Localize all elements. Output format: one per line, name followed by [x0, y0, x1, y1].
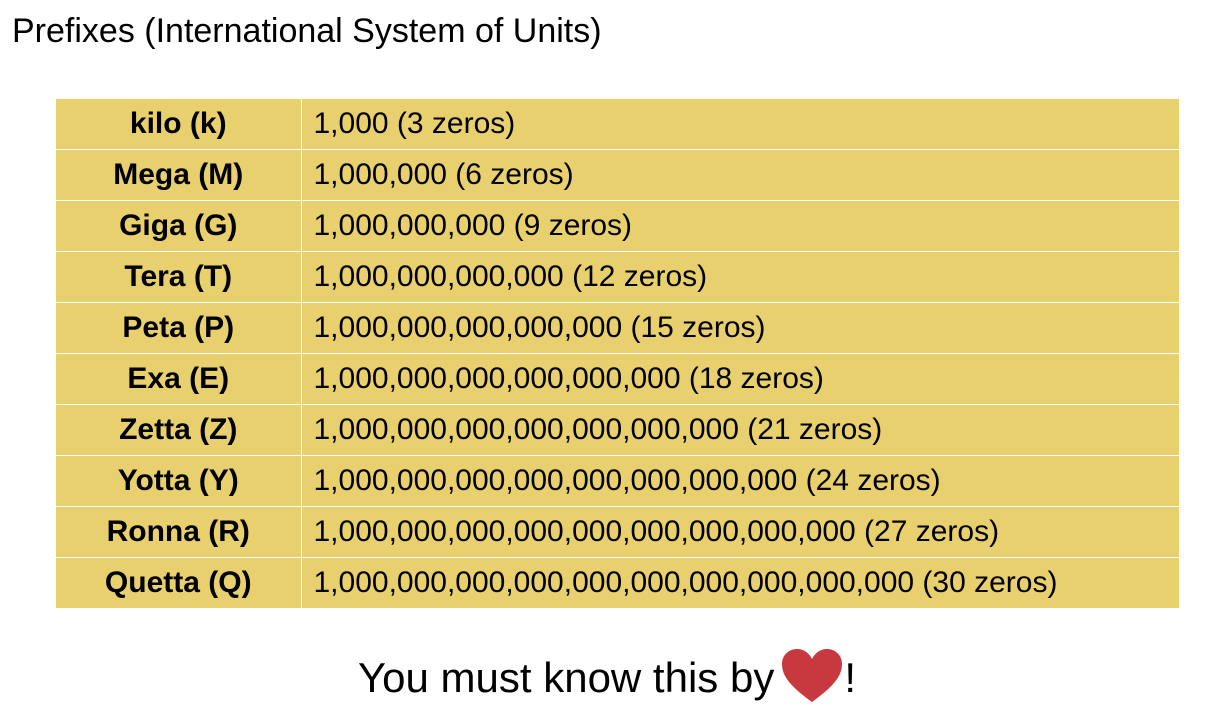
prefix-name-cell: Yotta (Y)	[56, 455, 302, 507]
prefix-value-cell: 1,000,000 (6 zeros)	[300, 149, 1179, 201]
table-row: Tera (T) 1,000,000,000,000 (12 zeros)	[56, 251, 1179, 303]
prefix-name-cell: Giga (G)	[56, 200, 302, 252]
prefix-name-cell: Tera (T)	[56, 251, 302, 303]
table-row: Giga (G) 1,000,000,000 (9 zeros)	[56, 200, 1179, 252]
table-row: Peta (P) 1,000,000,000,000,000 (15 zeros…	[56, 302, 1179, 354]
prefix-name-cell: Zetta (Z)	[56, 404, 302, 456]
prefix-name-cell: Exa (E)	[56, 353, 302, 405]
prefix-value-cell: 1,000,000,000,000,000,000,000 (21 zeros)	[300, 404, 1179, 456]
footer-text: You must know this by	[357, 654, 775, 701]
prefix-name-cell: Peta (P)	[56, 302, 302, 354]
page-title: Prefixes (International System of Units)	[12, 12, 602, 50]
prefix-value-cell: 1,000,000,000,000,000,000 (18 zeros)	[300, 353, 1179, 405]
prefix-value-cell: 1,000,000,000,000,000 (15 zeros)	[300, 302, 1179, 354]
table-row: kilo (k) 1,000 (3 zeros)	[56, 99, 1179, 150]
prefix-name-cell: Mega (M)	[56, 149, 302, 201]
prefix-value-cell: 1,000,000,000,000,000,000,000,000,000,00…	[300, 557, 1179, 608]
table-row: Quetta (Q) 1,000,000,000,000,000,000,000…	[56, 557, 1179, 608]
prefix-name-cell: Quetta (Q)	[56, 557, 302, 608]
table-row: Zetta (Z) 1,000,000,000,000,000,000,000 …	[56, 404, 1179, 456]
prefix-table: kilo (k) 1,000 (3 zeros) Mega (M) 1,000,…	[56, 99, 1179, 608]
footer-note: You must know this by!	[0, 648, 1214, 708]
prefix-value-cell: 1,000,000,000,000 (12 zeros)	[300, 251, 1179, 303]
heart-icon	[780, 648, 844, 704]
table-row: Ronna (R) 1,000,000,000,000,000,000,000,…	[56, 506, 1179, 558]
prefix-name-cell: Ronna (R)	[56, 506, 302, 558]
table-row: Mega (M) 1,000,000 (6 zeros)	[56, 149, 1179, 201]
prefix-value-cell: 1,000,000,000 (9 zeros)	[300, 200, 1179, 252]
table-row: Yotta (Y) 1,000,000,000,000,000,000,000,…	[56, 455, 1179, 507]
prefix-value-cell: 1,000,000,000,000,000,000,000,000 (24 ze…	[300, 455, 1179, 507]
prefix-value-cell: 1,000,000,000,000,000,000,000,000,000 (2…	[300, 506, 1179, 558]
prefix-name-cell: kilo (k)	[56, 99, 302, 150]
table-row: Exa (E) 1,000,000,000,000,000,000 (18 ze…	[56, 353, 1179, 405]
footer-suffix: !	[844, 654, 856, 701]
prefix-value-cell: 1,000 (3 zeros)	[300, 99, 1179, 150]
